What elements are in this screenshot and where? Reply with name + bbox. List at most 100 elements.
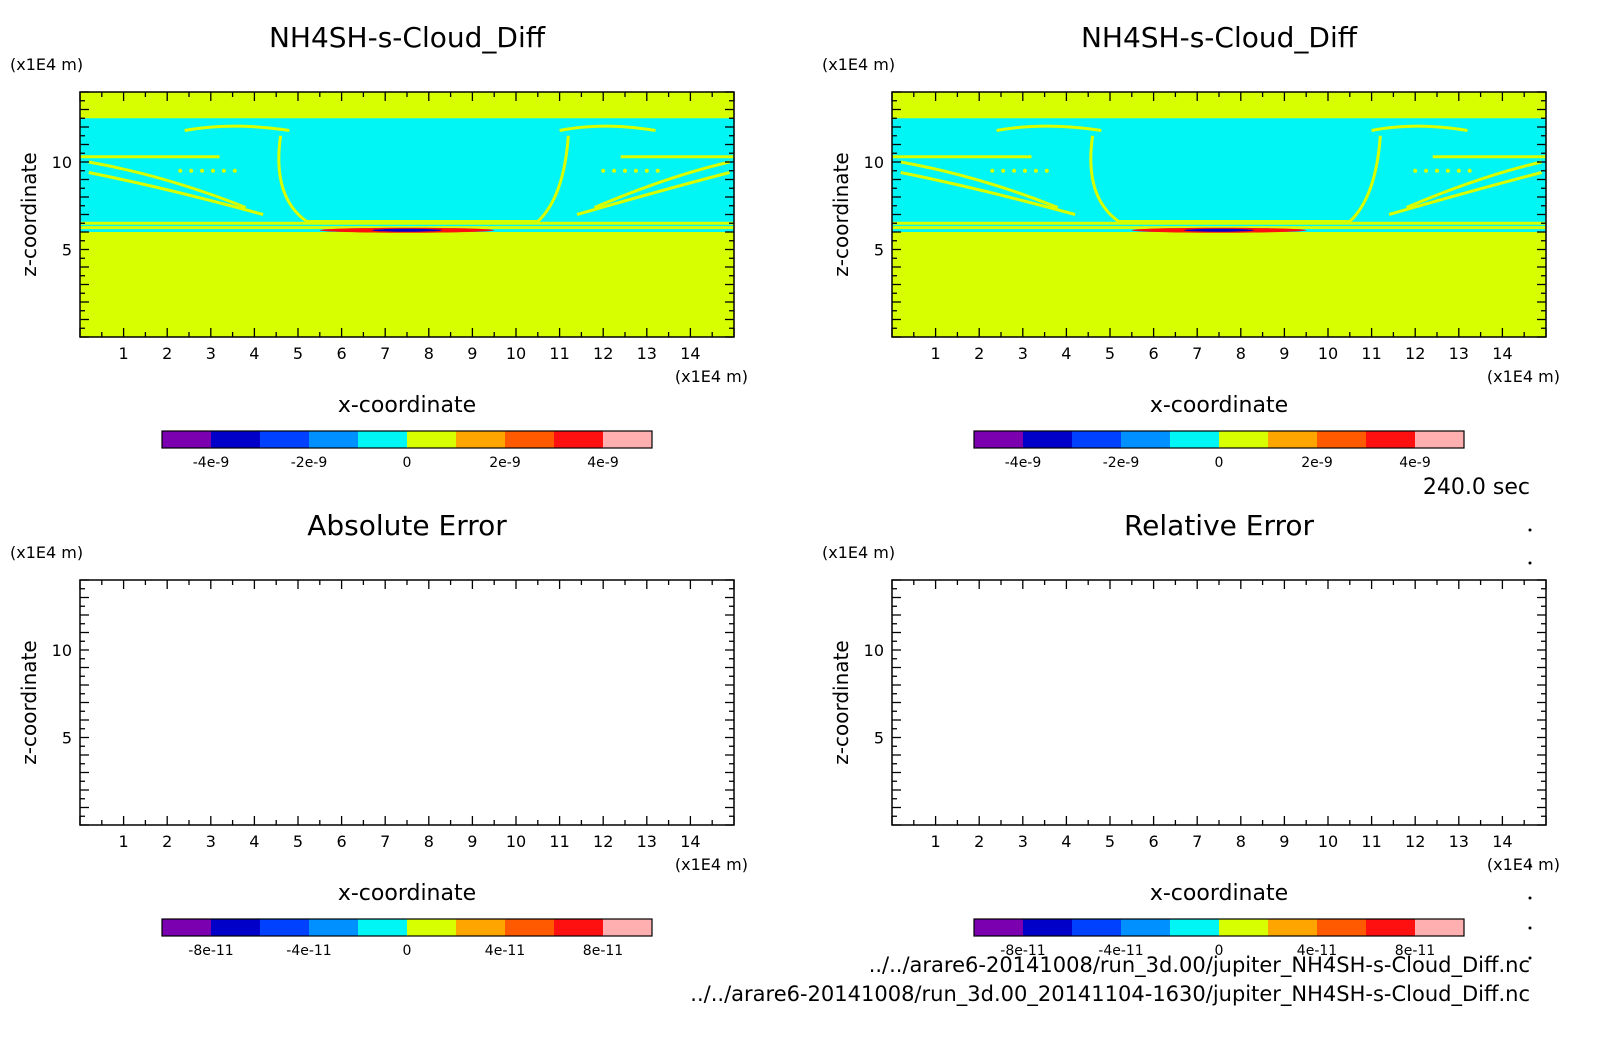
x-tick-label: 10: [506, 344, 526, 363]
x-tick-label: 3: [1018, 344, 1028, 363]
plot-frame: [79, 579, 735, 826]
margin-dot: [1528, 956, 1532, 960]
colorbar-swatch: [1219, 431, 1269, 448]
contour-dot: [644, 168, 649, 173]
x-tick-label: 8: [1236, 344, 1246, 363]
x-axis-label: x-coordinate: [338, 393, 476, 418]
minimum-core: [372, 228, 442, 232]
x-tick-label: 5: [1105, 344, 1115, 363]
colorbar-swatch: [1366, 431, 1416, 448]
x-unit-label: (x1E4 m): [675, 855, 748, 874]
x-tick-label: 1: [931, 344, 941, 363]
margin-dots: [1528, 528, 1532, 960]
colorbar-swatch: [1072, 919, 1122, 936]
colorbar-swatch: [1415, 919, 1465, 936]
x-tick-label: 14: [1492, 832, 1512, 851]
colorbar-tick-label: -2e-9: [291, 455, 328, 471]
contour-line: [1089, 135, 1382, 223]
x-tick-label: 14: [1492, 344, 1512, 363]
contour-dot: [1467, 168, 1472, 173]
colorbar-frame: [161, 430, 653, 449]
y-unit-label: (x1E4 m): [822, 55, 895, 74]
colorbar-swatch: [407, 431, 457, 448]
contour-line: [559, 124, 656, 132]
contour-dot: [990, 168, 995, 173]
x-tick-label: 2: [974, 344, 984, 363]
colorbar-tick-label: 0: [1215, 455, 1224, 471]
colorbar-tick-label: -8e-11: [188, 943, 233, 959]
x-tick-label: 12: [593, 344, 613, 363]
colorbar-frame: [973, 430, 1465, 449]
margin-dot: [1528, 926, 1532, 930]
contour-dot: [1001, 168, 1006, 173]
x-tick-label: 4: [249, 344, 259, 363]
colorbar-swatch: [1023, 919, 1073, 936]
colorbar-swatch: [603, 431, 653, 448]
colorbar-swatch: [407, 919, 457, 936]
file-path-1: ../../arare6-20141008/run_3d.00/jupiter_…: [869, 953, 1530, 978]
contour-dot: [1022, 168, 1027, 173]
colorbar-swatch: [505, 431, 555, 448]
x-tick-label: 7: [380, 832, 390, 851]
x-tick-label: 3: [206, 344, 216, 363]
x-tick-label: 10: [1318, 832, 1338, 851]
x-tick-label: 10: [506, 832, 526, 851]
contour-dot: [189, 168, 194, 173]
colorbar-swatch: [1072, 431, 1122, 448]
contour-dot: [1012, 168, 1017, 173]
x-tick-label: 2: [162, 832, 172, 851]
y-tick-label: 5: [62, 729, 72, 748]
chart-title: Absolute Error: [307, 509, 507, 542]
x-axis-label: x-coordinate: [1150, 393, 1288, 418]
cloud-layer: [892, 118, 1546, 232]
y-tick-label: 10: [864, 641, 884, 660]
contour-line: [1388, 171, 1543, 216]
x-tick-label: 2: [162, 344, 172, 363]
y-axis-label: z-coordinate: [17, 152, 41, 276]
margin-dot: [1528, 863, 1532, 867]
contour-dot: [612, 168, 617, 173]
colorbar-swatch: [554, 431, 604, 448]
x-axis-label: x-coordinate: [338, 881, 476, 906]
contour-dot: [1413, 168, 1418, 173]
chart-title: Relative Error: [1124, 509, 1315, 542]
minimum-core: [1184, 228, 1254, 232]
x-tick-label: 9: [467, 344, 477, 363]
colorbar-swatch: [554, 919, 604, 936]
colorbar-swatch: [1317, 431, 1367, 448]
contour-dot: [232, 168, 237, 173]
x-tick-label: 10: [1318, 344, 1338, 363]
y-axis-label: z-coordinate: [829, 152, 853, 276]
contour-line: [184, 124, 290, 132]
x-tick-label: 6: [1149, 832, 1159, 851]
colorbar-tick-label: 0: [1215, 943, 1224, 959]
contour-line: [593, 160, 730, 209]
colorbar-swatch: [974, 919, 1024, 936]
contour-dot: [633, 168, 638, 173]
contour-dot: [1044, 168, 1049, 173]
colorbar-swatch: [211, 431, 261, 448]
x-unit-label: (x1E4 m): [1487, 855, 1560, 874]
contour-dot: [210, 168, 215, 173]
colorbar-swatch: [1317, 919, 1367, 936]
x-tick-label: 9: [1279, 344, 1289, 363]
x-tick-label: 1: [119, 344, 129, 363]
colorbar-tick-label: 4e-11: [1297, 943, 1337, 959]
y-unit-label: (x1E4 m): [10, 543, 83, 562]
plot-frame: [891, 579, 1547, 826]
x-tick-label: 9: [1279, 832, 1289, 851]
chart-panel: Absolute Error(x1E4 m)1 2 3 4 5 6 7 8 9 10 11 12 13 1…: [10, 509, 748, 959]
colorbar-swatch: [1121, 431, 1171, 448]
colorbar-swatch: [974, 431, 1024, 448]
contour-line: [900, 160, 1059, 209]
colorbar-tick-label: 2e-9: [1301, 455, 1332, 471]
chart-title: NH4SH-s-Cloud_Diff: [1081, 21, 1358, 54]
x-axis-label: x-coordinate: [1150, 881, 1288, 906]
colorbar-tick-label: 8e-11: [1395, 943, 1435, 959]
colorbar-swatch: [1170, 431, 1220, 448]
colorbar-swatch: [358, 919, 408, 936]
colorbar-swatch: [1415, 431, 1465, 448]
x-tick-label: 12: [1405, 832, 1425, 851]
colorbar-swatch: [1219, 919, 1269, 936]
